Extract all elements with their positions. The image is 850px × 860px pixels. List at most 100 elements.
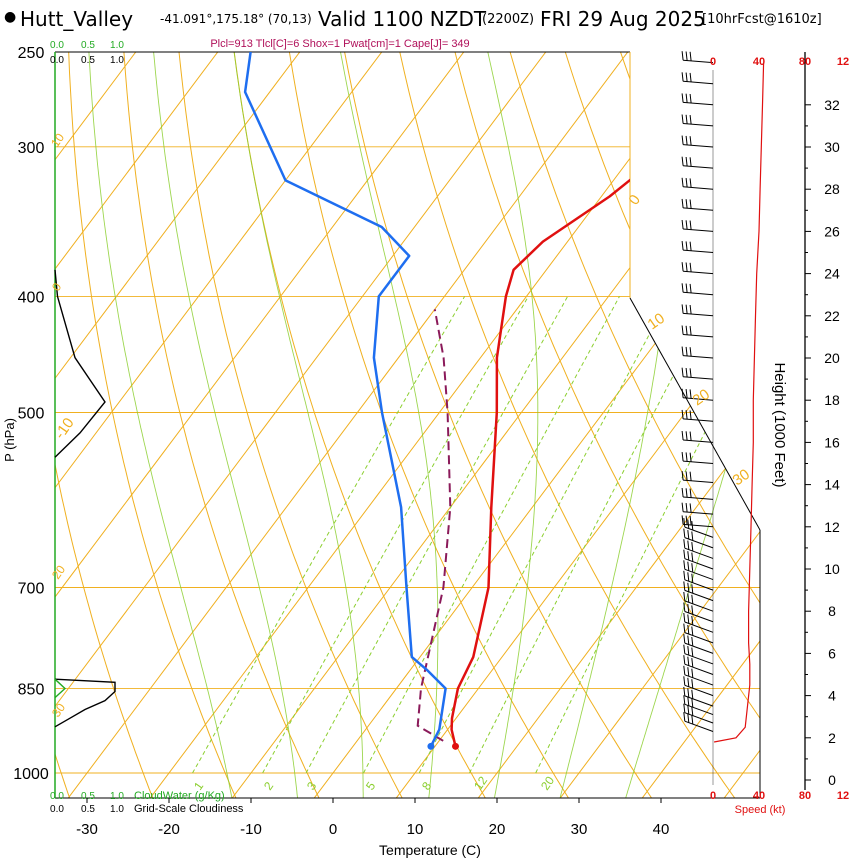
wind-barb-flag	[689, 326, 692, 336]
wind-barb-flag	[681, 93, 684, 103]
wind-barb-flag	[681, 219, 684, 230]
cloudwater-bottom-tick-label: 0.0	[50, 791, 64, 802]
wind-barb	[681, 430, 714, 443]
wind-barb-flag	[689, 368, 692, 378]
wind-barb-flag	[689, 389, 692, 399]
wind-barb-flag	[687, 519, 690, 529]
mixing-ratio-line	[305, 296, 569, 774]
wind-barb-staff	[684, 684, 714, 697]
wind-barb-flag	[685, 515, 688, 525]
wind-barb-staff	[684, 547, 714, 559]
moist-adiabat	[230, 52, 364, 798]
wind-barb-flag	[687, 688, 690, 698]
wind-barb-staff	[683, 228, 714, 232]
wind-barb	[681, 262, 714, 275]
mixing-ratio-label: 20	[538, 773, 557, 792]
cloudiness-top-tick-label: 0.0	[50, 55, 64, 66]
wind-barb-flag	[681, 198, 684, 208]
wind-barb	[681, 283, 714, 296]
wind-barb-flag	[681, 156, 684, 166]
wind-barb-flag	[685, 199, 688, 209]
wind-barb	[681, 515, 714, 528]
x-tick-label: 40	[653, 821, 670, 838]
wind-barb-flag	[681, 72, 684, 82]
wind-barb-flag	[687, 705, 690, 715]
wind-barb	[681, 367, 714, 380]
wind-barb	[683, 560, 714, 581]
wind-barb-staff	[683, 207, 714, 211]
wind-barb-flag	[687, 646, 690, 656]
wind-barb-flag	[685, 283, 688, 293]
moist-adiabat	[87, 52, 233, 798]
wind-barb	[681, 51, 714, 64]
x-tick-label: 10	[407, 821, 424, 838]
wind-barb-flag	[681, 262, 684, 272]
location-coords: -41.091°,175.18° (70,13)	[160, 12, 312, 26]
dewpoint-line	[243, 52, 447, 747]
height-tick-label: 4	[828, 688, 836, 704]
wind-barb-flag	[683, 518, 686, 528]
wind-barb	[681, 487, 714, 500]
x-tick-label: -20	[158, 821, 180, 838]
wind-barb-flag	[683, 539, 686, 549]
wind-barb-staff	[683, 270, 714, 275]
isotherm-line	[55, 52, 317, 798]
bullet-icon: ●	[4, 9, 17, 25]
wind-barb-staff	[683, 397, 714, 401]
wind-barb-staff	[684, 712, 714, 724]
wind-barb-staff	[684, 653, 714, 665]
dry-adiabat	[122, 52, 320, 798]
speed-bottom-tick-label: 0	[710, 790, 716, 802]
height-tick-label: 16	[824, 434, 840, 450]
speed-top-tick-label: 40	[753, 56, 765, 68]
wind-barb	[681, 325, 714, 338]
wind-barb-flag	[689, 503, 692, 513]
isotherm-line	[55, 52, 563, 798]
wind-barb-flag	[687, 603, 690, 613]
height-tick-label: 32	[824, 97, 840, 113]
wind-barb-flag	[691, 689, 694, 699]
x-tick-label: -30	[76, 821, 98, 838]
wind-barb-flag	[689, 93, 692, 104]
wind-barb	[683, 612, 714, 633]
isotherm-line	[559, 52, 760, 798]
wind-barb	[683, 686, 714, 707]
wind-barb-staff	[683, 144, 714, 148]
mixing-ratio-label: 8	[419, 779, 434, 793]
pressure-tick-label: 250	[18, 45, 45, 62]
wind-barb-flag	[681, 367, 684, 377]
dry-adiabat	[55, 52, 154, 798]
isotherm-label: 0	[625, 192, 644, 209]
height-tick-label: 22	[824, 308, 840, 324]
wind-barb-flag	[681, 346, 684, 356]
wind-barb-flag	[689, 347, 692, 357]
pressure-tick-label: 300	[18, 140, 45, 157]
wind-barb-staff	[683, 80, 714, 85]
grid-lines	[55, 52, 760, 798]
wind-barb-flag	[683, 581, 686, 591]
wind-barb-flag	[687, 667, 690, 677]
wind-barb-staff	[683, 439, 714, 443]
wind-barb	[681, 452, 714, 464]
wind-barb-flag	[689, 488, 692, 498]
wind-barb	[683, 712, 714, 732]
wind-barb-staff	[684, 632, 714, 644]
isotherm-line	[55, 52, 399, 798]
wind-barb-flag	[681, 177, 684, 187]
wind-barb	[681, 241, 714, 253]
isotherm-label: 10	[645, 310, 668, 333]
wind-barb-flag	[691, 658, 694, 668]
wind-barb-flag	[683, 623, 686, 633]
wind-barb-flag	[691, 531, 694, 541]
wind-barb-flag	[685, 178, 688, 188]
wind-barb-flag	[683, 528, 686, 538]
isotherm-line	[641, 52, 760, 798]
wind-barb-flag	[681, 452, 684, 462]
wind-barb-flag	[685, 452, 688, 462]
wind-barb-staff	[683, 479, 714, 483]
wind-barb-flag	[685, 503, 688, 513]
wind-barb-flag	[683, 560, 686, 570]
wind-barb-flag	[683, 634, 686, 644]
mixing-ratio-line	[418, 296, 671, 774]
